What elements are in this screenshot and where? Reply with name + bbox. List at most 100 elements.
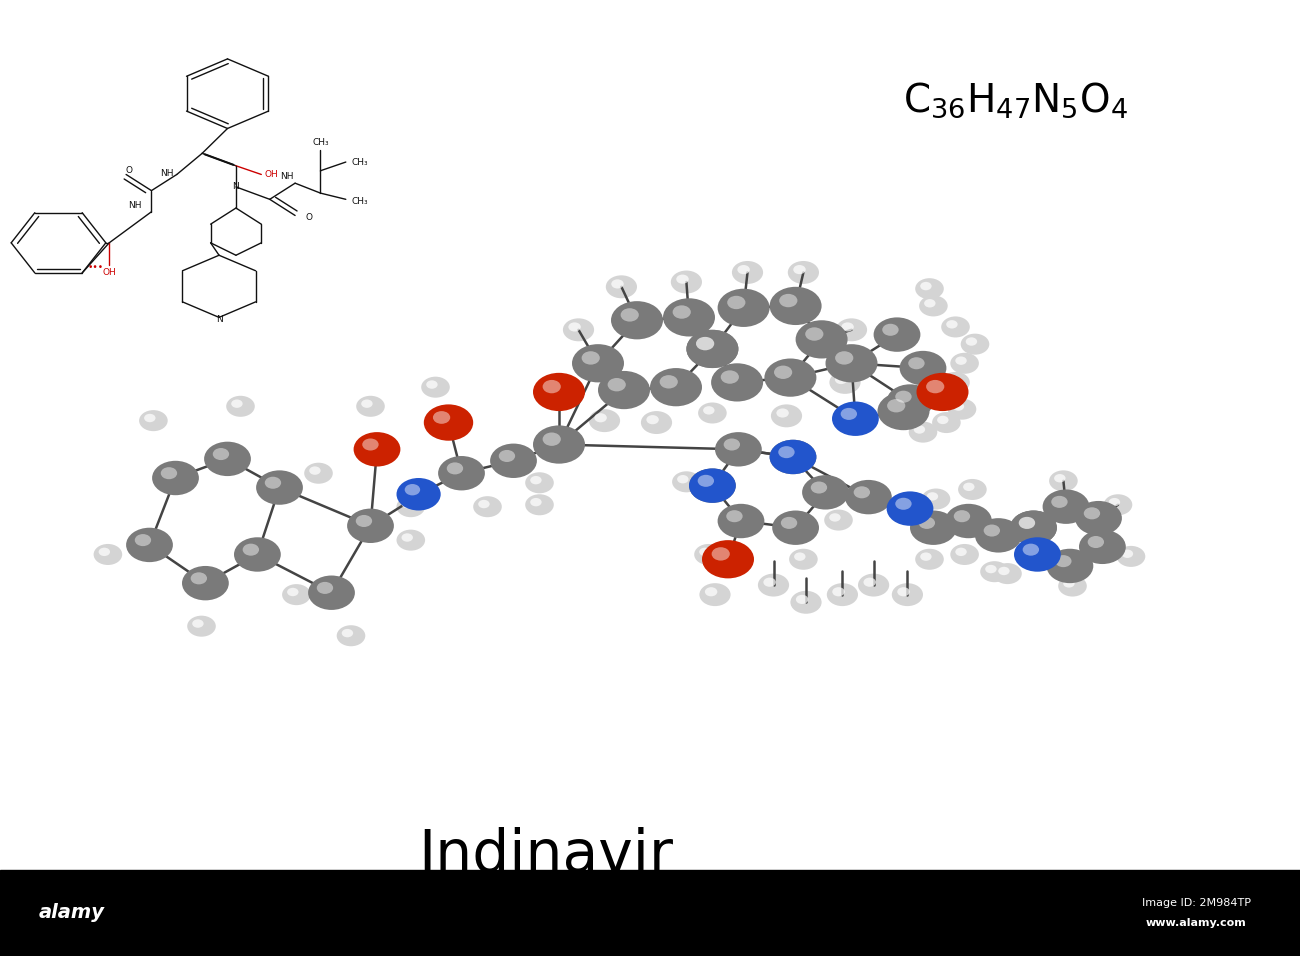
- Circle shape: [764, 358, 816, 397]
- Circle shape: [896, 391, 911, 402]
- Circle shape: [910, 511, 957, 545]
- Text: C$_{36}$H$_{47}$N$_{5}$O$_{4}$: C$_{36}$H$_{47}$N$_{5}$O$_{4}$: [903, 80, 1128, 120]
- Circle shape: [694, 544, 723, 565]
- Circle shape: [832, 587, 845, 597]
- Circle shape: [354, 432, 400, 467]
- Circle shape: [152, 461, 199, 495]
- Circle shape: [941, 316, 970, 337]
- Circle shape: [919, 295, 948, 316]
- Circle shape: [836, 318, 867, 341]
- Circle shape: [790, 591, 822, 614]
- Circle shape: [1052, 496, 1067, 508]
- Circle shape: [705, 587, 718, 597]
- Circle shape: [347, 509, 394, 543]
- Circle shape: [946, 376, 958, 384]
- Circle shape: [265, 477, 281, 489]
- Circle shape: [835, 375, 848, 384]
- Circle shape: [204, 442, 251, 476]
- Circle shape: [698, 475, 714, 487]
- Circle shape: [900, 351, 946, 385]
- Circle shape: [620, 308, 638, 321]
- Circle shape: [646, 415, 659, 424]
- Circle shape: [696, 337, 714, 350]
- Circle shape: [966, 337, 978, 346]
- Circle shape: [878, 392, 930, 430]
- Circle shape: [984, 525, 1000, 536]
- Circle shape: [887, 399, 905, 412]
- Circle shape: [776, 408, 789, 418]
- Circle shape: [650, 368, 702, 406]
- Circle shape: [811, 482, 827, 493]
- Circle shape: [672, 305, 690, 318]
- Text: NH: NH: [127, 201, 142, 210]
- Circle shape: [1043, 489, 1089, 524]
- Circle shape: [727, 511, 742, 522]
- Circle shape: [542, 432, 560, 445]
- Circle shape: [361, 400, 373, 408]
- Text: NH: NH: [280, 172, 294, 182]
- Circle shape: [598, 371, 650, 409]
- Circle shape: [533, 425, 585, 464]
- Circle shape: [671, 271, 702, 293]
- Circle shape: [234, 537, 281, 572]
- Circle shape: [737, 265, 750, 274]
- Circle shape: [887, 384, 933, 419]
- Circle shape: [832, 402, 879, 436]
- Circle shape: [396, 530, 425, 551]
- Circle shape: [829, 513, 841, 522]
- Circle shape: [950, 353, 979, 374]
- Circle shape: [703, 406, 715, 415]
- Circle shape: [396, 478, 441, 511]
- Circle shape: [948, 399, 976, 420]
- Circle shape: [243, 544, 259, 555]
- Circle shape: [94, 544, 122, 565]
- Circle shape: [789, 549, 818, 570]
- Circle shape: [525, 472, 554, 493]
- Circle shape: [499, 450, 515, 462]
- Circle shape: [909, 422, 937, 443]
- Circle shape: [686, 330, 738, 368]
- Circle shape: [954, 511, 970, 522]
- Circle shape: [581, 351, 599, 364]
- Circle shape: [99, 548, 110, 556]
- Circle shape: [863, 577, 876, 587]
- Circle shape: [533, 373, 585, 411]
- Circle shape: [699, 548, 711, 556]
- Circle shape: [191, 573, 207, 584]
- Circle shape: [927, 492, 939, 501]
- Circle shape: [356, 515, 372, 527]
- Circle shape: [883, 324, 898, 336]
- Circle shape: [144, 414, 156, 423]
- Circle shape: [945, 504, 992, 538]
- Circle shape: [698, 475, 714, 487]
- Text: •••: •••: [87, 263, 104, 272]
- Circle shape: [356, 396, 385, 417]
- Circle shape: [309, 467, 321, 475]
- Circle shape: [896, 498, 911, 510]
- Circle shape: [1109, 498, 1121, 507]
- Circle shape: [1063, 579, 1075, 588]
- Circle shape: [985, 565, 997, 574]
- Circle shape: [956, 548, 967, 556]
- Circle shape: [897, 587, 910, 597]
- Circle shape: [770, 287, 822, 325]
- Circle shape: [287, 588, 299, 597]
- Circle shape: [594, 413, 607, 423]
- Circle shape: [677, 475, 689, 484]
- Circle shape: [1075, 501, 1122, 535]
- Circle shape: [1122, 550, 1134, 558]
- Circle shape: [1084, 508, 1100, 519]
- Circle shape: [702, 540, 754, 578]
- Circle shape: [794, 553, 806, 561]
- Circle shape: [696, 337, 714, 350]
- Text: Image ID: 2M984TP: Image ID: 2M984TP: [1141, 899, 1251, 908]
- Circle shape: [779, 446, 794, 458]
- Circle shape: [589, 409, 620, 432]
- Circle shape: [771, 404, 802, 427]
- Circle shape: [909, 358, 924, 369]
- Circle shape: [641, 411, 672, 434]
- Circle shape: [402, 500, 413, 509]
- Circle shape: [892, 583, 923, 606]
- Circle shape: [772, 511, 819, 545]
- Circle shape: [958, 479, 987, 500]
